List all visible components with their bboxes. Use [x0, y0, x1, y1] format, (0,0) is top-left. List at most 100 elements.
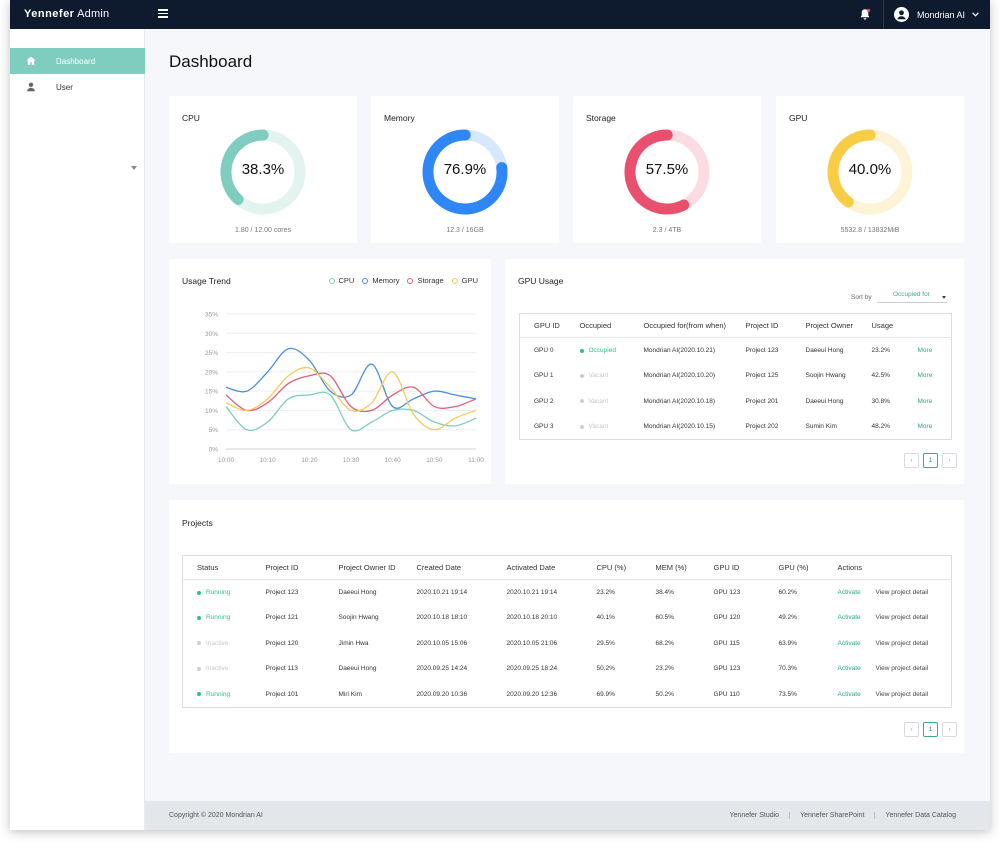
brand-logo[interactable]: Yennefer Admin [24, 8, 109, 20]
sort-select[interactable]: Occupied for [877, 291, 947, 303]
status-text: Vacant [588, 423, 609, 430]
status-badge: Inactive [197, 640, 252, 647]
x-tick-label: 10:40 [385, 457, 402, 464]
next-page-button[interactable]: › [942, 453, 957, 468]
gpu-id-cell: GPU 2 [534, 397, 554, 405]
occupied-since-cell: Mondrian AI(2020.10.15) [643, 423, 716, 430]
menu-toggle-icon[interactable] [158, 9, 168, 18]
cpu-cell: 69.9% [596, 690, 615, 698]
sidebar-item-user[interactable]: User [10, 74, 145, 100]
brand-script: Yennefer [24, 8, 75, 20]
status-cell: Running [183, 580, 252, 606]
occupied-cell: Vacant [566, 414, 630, 440]
usage-cell: 30.8% [871, 397, 890, 405]
more-cell: More [904, 338, 952, 364]
more-link[interactable]: More [917, 397, 933, 405]
activated-date-cell: 2020.10.21 19:14 [506, 589, 558, 596]
activate-link[interactable]: Activate [837, 589, 861, 596]
detail-cell: View project detail [862, 656, 952, 682]
activate-link[interactable]: Activate [837, 639, 861, 647]
footer-link-data-catalog[interactable]: Yennefer Data Catalog [874, 812, 966, 819]
prev-page-button[interactable]: ‹ [904, 722, 919, 737]
page-1-button[interactable]: 1 [923, 453, 938, 468]
column-header: Activated Date [492, 555, 583, 580]
legend-label: Storage [417, 276, 444, 285]
more-link[interactable]: More [917, 423, 933, 430]
action-cell: Activate [824, 631, 862, 657]
page-1-button[interactable]: 1 [923, 722, 938, 737]
more-link[interactable]: More [917, 347, 933, 354]
usage-trend-chart: 0% 5% 10% 15% 20% 25% 30% 35% 10:00 10:10 10:20 10:… [205, 312, 484, 465]
usage-cell: 23.2% [871, 347, 890, 354]
column-header: Created Date [402, 555, 493, 580]
legend-item-storage[interactable]: Storage [407, 276, 444, 285]
column-header: GPU (%) [764, 555, 824, 580]
table-row: Running Project 101 Miri Kim 2020.09.20 10:… [183, 682, 952, 708]
y-tick-label: 25% [205, 350, 218, 357]
legend-item-cpu[interactable]: CPU [328, 276, 354, 285]
occupied-since-cell: Mondrian AI(2020.10.20) [643, 372, 716, 380]
series-line-gpu [225, 366, 477, 431]
activate-link[interactable]: Activate [837, 614, 861, 622]
sidebar-expand-caret-icon[interactable] [131, 166, 137, 170]
storage-gauge [624, 129, 710, 215]
view-project-detail-link[interactable]: View project detail [875, 690, 929, 698]
legend-label: GPU [461, 276, 478, 285]
status-cell: Inactive [183, 631, 252, 657]
project-owner-cell: Soojin Hwang [805, 372, 846, 380]
user-menu[interactable]: Mondrian AI [894, 6, 979, 23]
prev-page-button[interactable]: ‹ [904, 453, 919, 468]
mem-cell: 68.2% [655, 639, 674, 647]
mem-cell: 38.4% [655, 589, 674, 596]
y-tick-label: 30% [205, 331, 218, 338]
more-cell: More [904, 389, 952, 415]
next-page-button[interactable]: › [942, 722, 957, 737]
action-cell: Activate [824, 605, 862, 631]
view-project-detail-link[interactable]: View project detail [875, 665, 929, 673]
created-date-cell: 2020.09.25 14:24 [416, 665, 468, 673]
table-row: GPU 2 Vacant Mondrian AI(2020.10.18) Projec… [520, 389, 952, 415]
table-header-row: Status Project ID Project Owner ID Creat… [182, 555, 952, 580]
usage-trend-card: Usage Trend CPU Memory Storage GPU 0% 5% 1… [169, 259, 491, 484]
activate-link[interactable]: Activate [837, 690, 861, 698]
project-owner-cell: Daeeui Hong [805, 397, 844, 405]
view-project-detail-link[interactable]: View project detail [875, 589, 929, 596]
gauge-subtext: 12.3 / 16GB [446, 227, 484, 234]
view-project-detail-link[interactable]: View project detail [875, 614, 929, 622]
more-link[interactable]: More [917, 372, 933, 380]
action-cell: Activate [824, 682, 862, 708]
caret-down-icon [942, 296, 946, 299]
table-row: GPU 3 Vacant Mondrian AI(2020.10.15) Projec… [520, 414, 952, 440]
column-header: Actions [823, 555, 862, 580]
mem-cell: 50.2% [655, 690, 674, 698]
status-cell: Running [183, 682, 252, 708]
project-owner-cell: Miri Kim [338, 690, 362, 698]
legend-label: Memory [372, 276, 400, 285]
legend-dot [407, 277, 414, 284]
cpu-gauge [220, 129, 306, 215]
footer-link-studio[interactable]: Yennefer Studio [729, 812, 780, 819]
sidebar-item-dashboard[interactable]: Dashboard [10, 48, 145, 74]
gauge-subtext: 2.3 / 4TB [652, 227, 682, 234]
footer: Copyright © 2020 Mondrian AI Yennefer St… [145, 801, 990, 830]
status-cell: Inactive [183, 656, 252, 682]
y-tick-label: 0% [209, 447, 219, 454]
column-header: Status [182, 555, 252, 580]
view-project-detail-link[interactable]: View project detail [875, 639, 929, 647]
home-icon [26, 56, 36, 65]
status-dot [579, 348, 584, 353]
sidebar-item-label: User [56, 82, 73, 92]
notification-bell-icon[interactable] [859, 8, 871, 21]
card-title: Projects [182, 518, 213, 528]
footer-link-sharepoint[interactable]: Yennefer SharePoint [789, 812, 874, 819]
status-dot [197, 666, 201, 671]
y-tick-label: 15% [205, 389, 218, 396]
x-tick-label: 10:00 [218, 457, 235, 464]
activate-link[interactable]: Activate [837, 665, 861, 673]
legend-item-gpu[interactable]: GPU [451, 276, 478, 285]
gpu-usage-table: GPU ID Occupied Occupied for(from when) … [519, 313, 952, 440]
column-header: Occupied for(from when) [629, 313, 732, 338]
legend-item-memory[interactable]: Memory [362, 276, 399, 285]
occupied-since-cell: Mondrian AI(2020.10.18) [643, 397, 716, 405]
x-tick-label: 11:00 [468, 457, 484, 464]
